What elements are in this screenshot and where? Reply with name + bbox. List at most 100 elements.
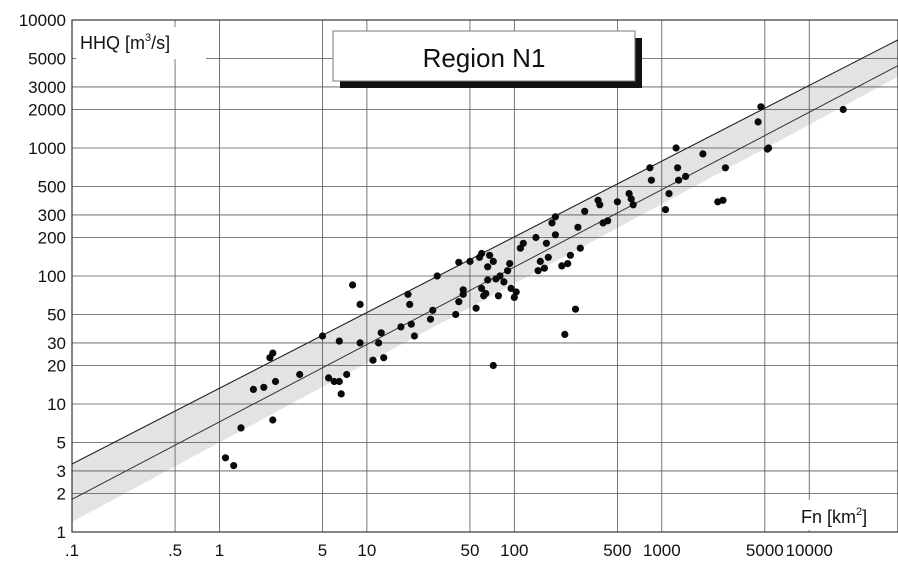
data-point xyxy=(672,144,680,152)
data-point xyxy=(356,339,364,347)
y-tick-label: 10 xyxy=(47,395,66,414)
data-point xyxy=(343,370,351,379)
x-tick-label: 1 xyxy=(215,541,224,560)
data-point xyxy=(699,150,707,158)
data-point xyxy=(237,424,245,432)
data-point xyxy=(564,260,572,268)
data-point xyxy=(665,190,673,198)
data-point xyxy=(455,258,463,266)
data-point xyxy=(486,251,494,259)
data-point xyxy=(377,329,385,337)
data-point xyxy=(429,306,437,314)
plot-frame xyxy=(71,19,898,533)
x-axis-title-main: Fn [km xyxy=(801,507,856,527)
x-tick-label: 50 xyxy=(460,541,479,560)
data-point xyxy=(647,176,656,184)
x-tick-label: 5000 xyxy=(746,541,784,560)
y-tick-label: 30 xyxy=(47,334,66,353)
y-axis-title-main: HHQ [m xyxy=(80,33,145,53)
data-point xyxy=(765,144,773,152)
x-tick-labels: .1 .5 1 5 10 50 100 500 1000 5000 10000 xyxy=(65,541,833,560)
data-point xyxy=(330,377,338,386)
data-point xyxy=(507,284,515,292)
data-point xyxy=(558,262,566,270)
data-point xyxy=(404,290,412,298)
data-point xyxy=(629,201,637,209)
data-point xyxy=(484,276,492,284)
data-point xyxy=(504,267,512,275)
data-point xyxy=(325,374,333,382)
data-point xyxy=(757,103,765,111)
data-point xyxy=(661,206,670,214)
data-point xyxy=(335,377,343,386)
data-point xyxy=(839,105,847,114)
data-point xyxy=(576,244,584,252)
data-point xyxy=(675,176,683,184)
y-tick-label: 3 xyxy=(57,462,66,481)
data-point xyxy=(519,239,527,247)
data-point xyxy=(682,172,690,180)
data-point xyxy=(221,454,230,462)
data-point xyxy=(410,332,418,340)
data-point xyxy=(455,298,463,306)
data-point xyxy=(337,390,345,398)
data-point xyxy=(721,164,730,172)
y-axis-title-bg xyxy=(76,27,206,59)
data-point xyxy=(510,293,518,301)
data-point xyxy=(459,286,467,294)
data-point xyxy=(551,231,560,239)
x-tick-label: .1 xyxy=(65,541,79,560)
y-tick-label: 10000 xyxy=(19,11,66,30)
data-point xyxy=(472,304,480,312)
y-tick-labels: 1 2 3 5 10 20 30 50 100 200 300 500 1000 2000 3000 5000… xyxy=(19,11,66,542)
x-tick-label: 100 xyxy=(500,541,528,560)
regression-line xyxy=(72,65,898,500)
data-point xyxy=(571,305,580,313)
data-point xyxy=(271,377,280,386)
data-point xyxy=(506,260,514,268)
data-point xyxy=(604,217,612,225)
data-point xyxy=(318,332,327,340)
data-point xyxy=(494,292,502,300)
data-point xyxy=(540,264,549,272)
data-point xyxy=(375,339,383,347)
data-point xyxy=(566,251,575,259)
data-point xyxy=(489,361,497,370)
regression-lines xyxy=(72,39,898,500)
data-point xyxy=(452,310,460,319)
data-point xyxy=(754,118,762,126)
y-tick-label: 50 xyxy=(47,306,66,325)
data-point xyxy=(482,289,490,298)
y-tick-label: 1000 xyxy=(28,139,66,158)
data-point xyxy=(380,354,388,362)
data-point xyxy=(512,288,520,296)
data-point xyxy=(627,195,635,203)
data-point xyxy=(484,263,492,271)
data-point xyxy=(534,267,542,275)
data-point xyxy=(478,284,486,292)
x-tick-label: .5 xyxy=(168,541,182,560)
y-tick-label: 100 xyxy=(38,267,66,286)
data-point xyxy=(249,385,257,393)
data-point xyxy=(551,213,560,221)
data-point xyxy=(536,257,544,265)
data-point xyxy=(335,337,343,345)
data-point xyxy=(426,315,435,323)
x-axis-title: Fn [km2] xyxy=(801,506,867,527)
x-tick-label: 1000 xyxy=(643,541,681,560)
x-axis-title-sup: 2 xyxy=(856,506,862,518)
data-point xyxy=(544,253,552,261)
y-axis-title-sup: 3 xyxy=(145,32,151,44)
data-point xyxy=(369,356,377,364)
y-tick-label: 3000 xyxy=(28,78,66,97)
y-axis-title-tail: /s] xyxy=(151,33,170,53)
y-tick-label: 300 xyxy=(38,206,66,225)
data-point xyxy=(466,257,474,265)
x-tick-label: 10 xyxy=(357,541,376,560)
data-point xyxy=(596,201,604,209)
data-points xyxy=(221,103,847,470)
x-tick-label: 5 xyxy=(318,541,327,560)
y-tick-label: 5000 xyxy=(28,50,66,69)
chart-title: Region N1 xyxy=(423,43,546,73)
